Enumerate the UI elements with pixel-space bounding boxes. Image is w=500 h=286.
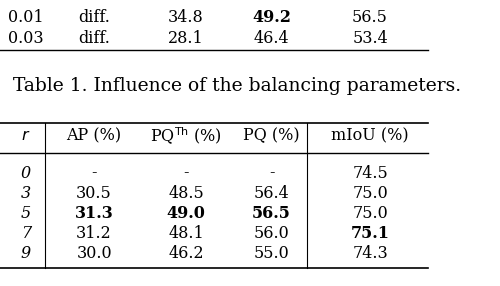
Text: -: -: [92, 164, 97, 182]
Text: 0.01: 0.01: [8, 9, 44, 27]
Text: mIoU (%): mIoU (%): [331, 128, 409, 144]
Text: 49.2: 49.2: [252, 9, 291, 27]
Text: 56.4: 56.4: [254, 184, 290, 202]
Text: Table 1. Influence of the balancing parameters.: Table 1. Influence of the balancing para…: [13, 77, 461, 95]
Text: 30.0: 30.0: [76, 245, 112, 261]
Text: 48.5: 48.5: [168, 184, 204, 202]
Text: -: -: [184, 164, 189, 182]
Text: 7: 7: [20, 225, 30, 241]
Text: 31.3: 31.3: [74, 204, 114, 221]
Text: 0.03: 0.03: [8, 29, 44, 47]
Text: 75.1: 75.1: [350, 225, 390, 241]
Text: diff.: diff.: [78, 29, 110, 47]
Text: 34.8: 34.8: [168, 9, 204, 27]
Text: 31.2: 31.2: [76, 225, 112, 241]
Text: diff.: diff.: [78, 9, 110, 27]
Text: -: -: [269, 164, 274, 182]
Text: 56.5: 56.5: [352, 9, 388, 27]
Text: PQ$^{\rm Th}$ (%): PQ$^{\rm Th}$ (%): [150, 125, 222, 147]
Text: 75.0: 75.0: [352, 184, 388, 202]
Text: 49.0: 49.0: [166, 204, 205, 221]
Text: 48.1: 48.1: [168, 225, 204, 241]
Text: 74.3: 74.3: [352, 245, 388, 261]
Text: 56.0: 56.0: [254, 225, 290, 241]
Text: 3: 3: [20, 184, 30, 202]
Text: PQ (%): PQ (%): [244, 128, 300, 144]
Text: AP (%): AP (%): [66, 128, 122, 144]
Text: 75.0: 75.0: [352, 204, 388, 221]
Text: 46.2: 46.2: [168, 245, 204, 261]
Text: 0: 0: [20, 164, 30, 182]
Text: 28.1: 28.1: [168, 29, 204, 47]
Text: 9: 9: [20, 245, 30, 261]
Text: 46.4: 46.4: [254, 29, 290, 47]
Text: 5: 5: [20, 204, 30, 221]
Text: 30.5: 30.5: [76, 184, 112, 202]
Text: 53.4: 53.4: [352, 29, 388, 47]
Text: $r$: $r$: [21, 128, 30, 144]
Text: 56.5: 56.5: [252, 204, 291, 221]
Text: 55.0: 55.0: [254, 245, 290, 261]
Text: 74.5: 74.5: [352, 164, 388, 182]
